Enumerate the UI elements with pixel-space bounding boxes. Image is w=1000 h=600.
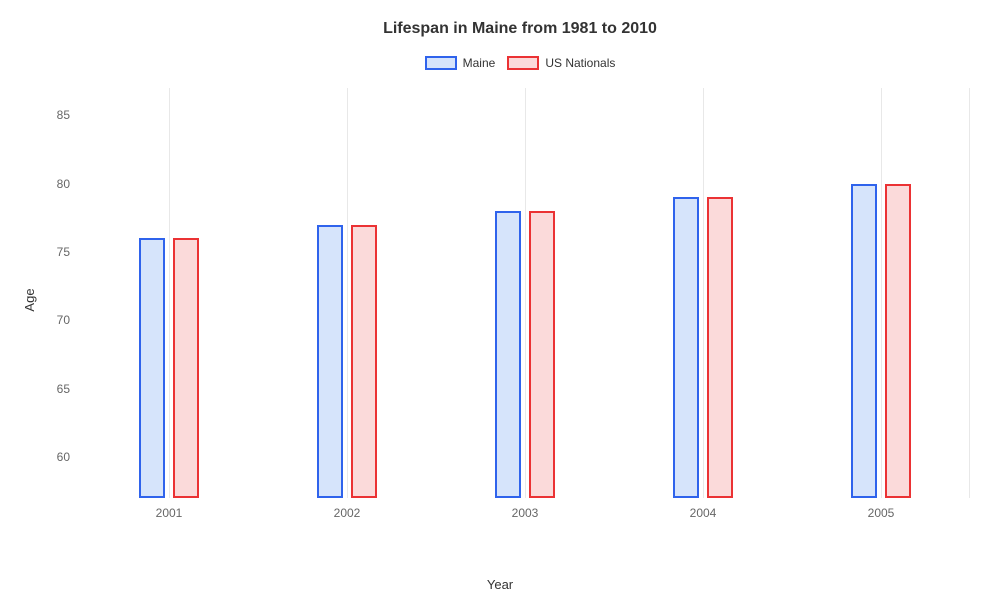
- y-tick-label: 75: [57, 245, 80, 259]
- legend-label-maine: Maine: [463, 56, 496, 70]
- chart-title: Lifespan in Maine from 1981 to 2010: [70, 20, 970, 38]
- x-axis-label: Year: [487, 577, 513, 592]
- x-tick-label: 2005: [868, 498, 895, 520]
- legend: Maine US Nationals: [70, 56, 970, 70]
- gridline-v: [347, 88, 348, 498]
- bar-maine-2004: [673, 197, 699, 498]
- x-tick-label: 2002: [334, 498, 361, 520]
- bar-us-nationals-2004: [707, 197, 733, 498]
- gridline-v: [169, 88, 170, 498]
- y-tick-label: 85: [57, 108, 80, 122]
- bar-us-nationals-2002: [351, 225, 377, 498]
- bar-us-nationals-2005: [885, 184, 911, 498]
- gridline-v: [881, 88, 882, 498]
- bar-maine-2001: [139, 238, 165, 498]
- chart-container: Lifespan in Maine from 1981 to 2010 Main…: [0, 0, 1000, 600]
- legend-swatch-us: [507, 56, 539, 70]
- y-tick-label: 65: [57, 382, 80, 396]
- x-tick-label: 2001: [156, 498, 183, 520]
- bar-us-nationals-2003: [529, 211, 555, 498]
- y-tick-label: 60: [57, 450, 80, 464]
- legend-item-maine: Maine: [425, 56, 496, 70]
- x-tick-label: 2004: [690, 498, 717, 520]
- y-tick-label: 70: [57, 313, 80, 327]
- legend-label-us: US Nationals: [545, 56, 615, 70]
- bar-maine-2002: [317, 225, 343, 498]
- legend-item-us: US Nationals: [507, 56, 615, 70]
- y-tick-label: 80: [57, 177, 80, 191]
- x-tick-label: 2003: [512, 498, 539, 520]
- bar-maine-2003: [495, 211, 521, 498]
- gridline-v: [525, 88, 526, 498]
- plot-area: 20012002200320042005606570758085: [80, 88, 970, 498]
- legend-swatch-maine: [425, 56, 457, 70]
- bar-maine-2005: [851, 184, 877, 498]
- gridline-v: [703, 88, 704, 498]
- gridline-v: [969, 88, 970, 498]
- y-axis-label: Age: [22, 288, 37, 311]
- bar-us-nationals-2001: [173, 238, 199, 498]
